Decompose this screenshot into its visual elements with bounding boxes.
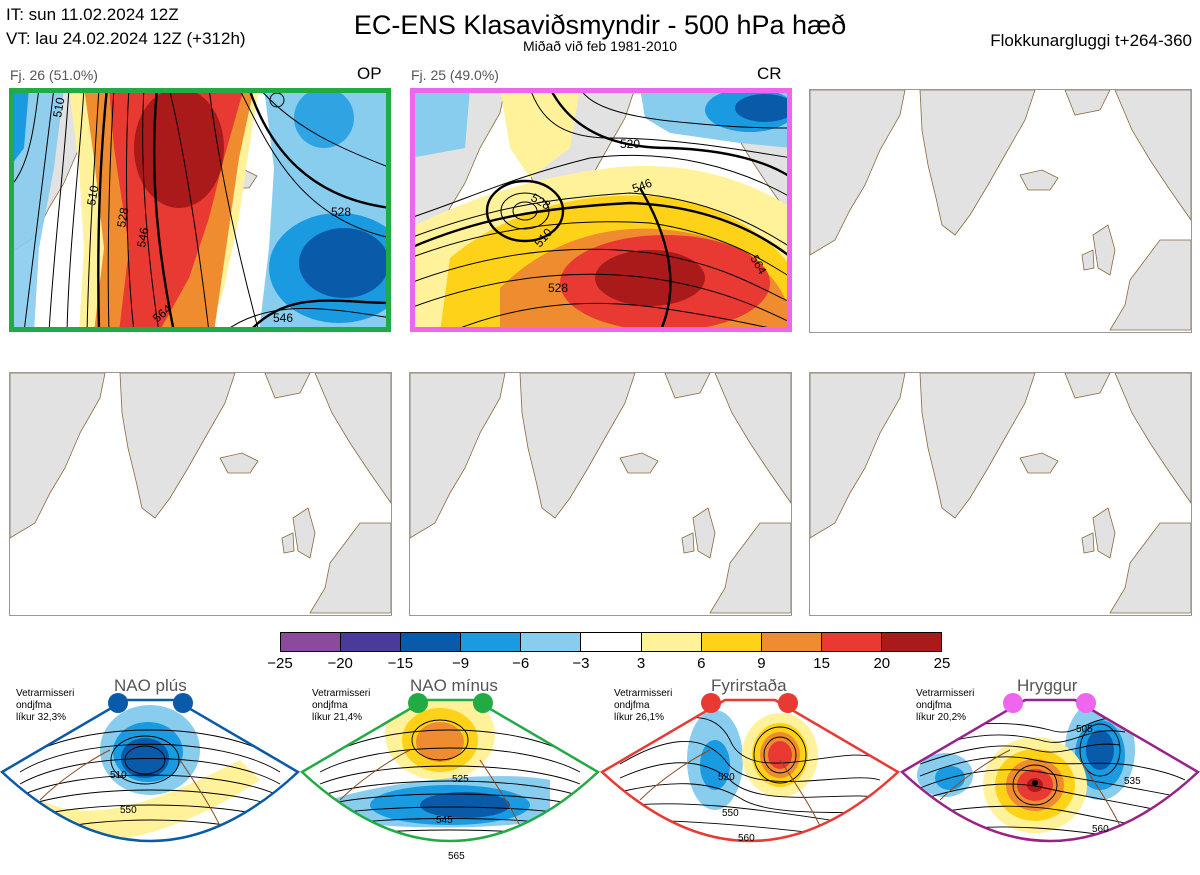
panel-2-tag: CR bbox=[757, 64, 782, 83]
page-title: EC-ENS Klasaviðsmyndir - 500 hPa hæð bbox=[353, 10, 847, 40]
colorbar-cell bbox=[881, 633, 942, 651]
colorbar-tick-label: 20 bbox=[873, 655, 891, 672]
regime-blocking: 520 550 560 bbox=[599, 680, 901, 870]
contour-label: 546 bbox=[134, 226, 151, 248]
regime-nao-plus: 510 550 bbox=[0, 680, 301, 870]
colorbar-cell bbox=[281, 633, 342, 651]
issue-time: IT: sun 11.02.2024 12Z bbox=[6, 5, 179, 24]
colorbar-tick-label: −15 bbox=[387, 655, 414, 672]
contour-label: 528 bbox=[548, 281, 568, 295]
colorbar-tick-label: −25 bbox=[267, 655, 293, 672]
page-subtitle: Miðað við feb 1981-2010 bbox=[522, 38, 678, 54]
regime-marker bbox=[1003, 693, 1023, 713]
regime-marker bbox=[408, 693, 428, 713]
contour-label: 510 bbox=[110, 770, 127, 781]
regime-nao-minus: 525 545 565 bbox=[299, 680, 601, 870]
colorbar-cell bbox=[641, 633, 702, 651]
classification-window: Flokkunargluggi t+264-360 bbox=[990, 31, 1192, 50]
colorbar-cell bbox=[581, 633, 642, 651]
colorbar-cell bbox=[521, 633, 582, 651]
contour-label: 528 bbox=[331, 205, 351, 219]
panel-1-tag: OP bbox=[357, 64, 382, 83]
contour-label: 560 bbox=[1092, 824, 1109, 835]
colorbar-tick-label: 15 bbox=[813, 655, 830, 672]
contour-label: 550 bbox=[722, 808, 739, 819]
cluster-map-1: 510 528 546 564 528 546 510 bbox=[9, 88, 391, 332]
regime-ridge: 505 535 560 bbox=[899, 680, 1200, 870]
regime-2-stats: Vetrarmisseri ondjfma líkur 21,4% bbox=[312, 688, 371, 723]
contour-label: 528 bbox=[114, 206, 131, 228]
colorbar-cell bbox=[341, 633, 402, 651]
contour-label: 565 bbox=[448, 851, 465, 862]
regime-2-name: NAO mínus bbox=[410, 676, 498, 695]
contour-label: 546 bbox=[273, 311, 293, 325]
contour-label: 550 bbox=[120, 805, 137, 816]
contour-label: 520 bbox=[718, 772, 735, 783]
contour-label: 520 bbox=[620, 137, 640, 151]
empty-map-5 bbox=[409, 372, 792, 616]
panel-2-label: Fj. 25 (49.0%) bbox=[411, 67, 499, 83]
regime-marker bbox=[778, 693, 798, 713]
panel-1-label: Fj. 26 (51.0%) bbox=[10, 67, 98, 83]
cluster-frame-2 bbox=[410, 88, 792, 332]
regime-marker bbox=[173, 693, 193, 713]
colorbar-tick-label: 6 bbox=[697, 655, 706, 672]
contour-label: 510 bbox=[84, 184, 101, 206]
regime-1-name: NAO plús bbox=[114, 676, 187, 695]
empty-map-3 bbox=[809, 89, 1192, 333]
colorbar-cell bbox=[821, 633, 882, 651]
regime-3-stats: Vetrarmisseri ondjfma líkur 26,1% bbox=[614, 688, 673, 723]
colorbar-tick-label: −9 bbox=[451, 655, 470, 672]
contour-label: 560 bbox=[738, 833, 755, 844]
colorbar-tick-label: 3 bbox=[636, 655, 646, 672]
contour-label: 535 bbox=[1124, 776, 1141, 787]
colorbar-cell bbox=[401, 633, 462, 651]
colorbar-tick-label: −6 bbox=[512, 655, 530, 672]
colorbar-cell bbox=[761, 633, 822, 651]
colorbar-tick-label: −20 bbox=[327, 655, 353, 672]
contour-label: 545 bbox=[436, 815, 453, 826]
cluster-frame-1 bbox=[9, 88, 391, 332]
regime-marker bbox=[701, 693, 721, 713]
colorbar-cell bbox=[461, 633, 522, 651]
regime-marker bbox=[108, 693, 128, 713]
anomaly-colorbar bbox=[280, 632, 942, 652]
colorbar-tick-label: 25 bbox=[933, 655, 951, 672]
empty-map-4 bbox=[9, 372, 392, 616]
empty-map-6 bbox=[809, 372, 1192, 616]
colorbar-cell bbox=[701, 633, 762, 651]
contour-label: 525 bbox=[452, 774, 469, 785]
cluster-map-2: 520 546 528 510 564 528 bbox=[410, 88, 792, 332]
contour-label: 510 bbox=[50, 96, 67, 118]
regime-marker bbox=[473, 693, 493, 713]
valid-time: VT: lau 24.02.2024 12Z (+312h) bbox=[6, 29, 246, 48]
colorbar-tick-label: 9 bbox=[757, 655, 766, 672]
regime-3-name: Fyrirstaða bbox=[711, 676, 787, 695]
regime-4-name: Hryggur bbox=[1017, 676, 1078, 695]
colorbar-tick-label: −3 bbox=[572, 655, 590, 672]
regime-4-stats: Vetrarmisseri ondjfma líkur 20,2% bbox=[916, 688, 975, 723]
regime-1-stats: Vetrarmisseri ondjfma líkur 32,3% bbox=[16, 688, 75, 723]
contour-label: 546 bbox=[630, 176, 654, 196]
regime-marker bbox=[1076, 693, 1096, 713]
contour-label: 505 bbox=[1076, 724, 1093, 735]
